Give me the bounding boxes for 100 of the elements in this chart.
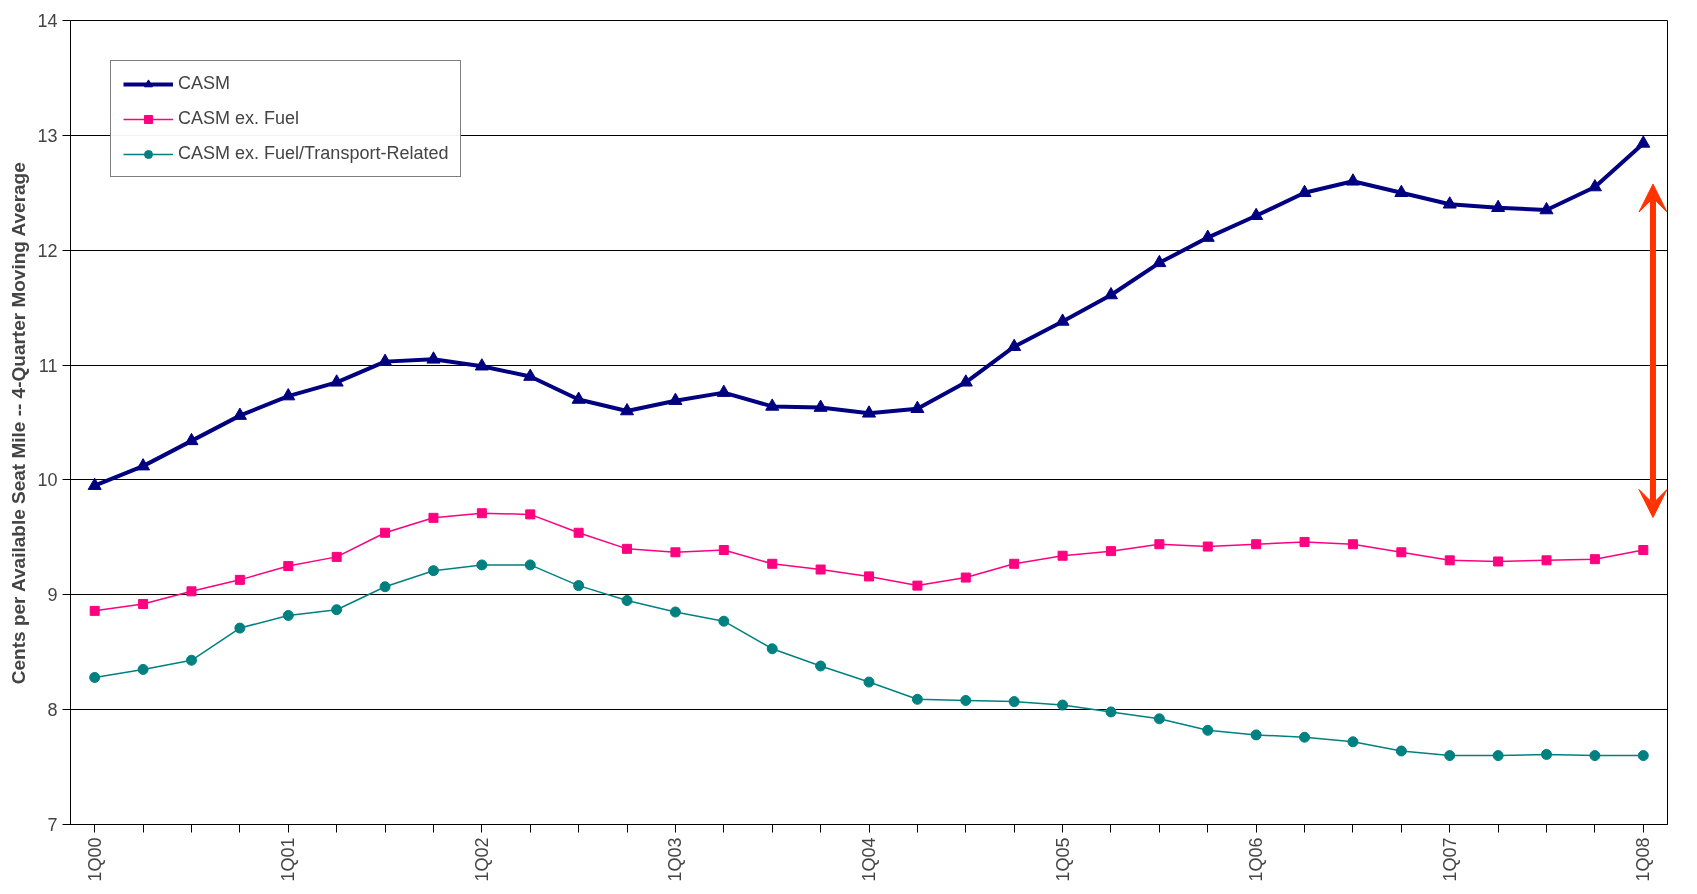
point (1251, 539, 1262, 550)
point (669, 606, 681, 618)
point (1442, 196, 1457, 209)
point (815, 564, 826, 575)
point (1297, 184, 1312, 198)
point (1154, 539, 1165, 550)
point (89, 605, 100, 616)
point (1394, 184, 1409, 198)
point (815, 660, 827, 672)
point (1493, 556, 1504, 567)
point (136, 458, 151, 471)
point (1202, 541, 1213, 552)
point (912, 580, 923, 591)
point (573, 527, 584, 538)
point (525, 509, 536, 520)
x-tick-label: 1Q02 (471, 837, 492, 882)
point (89, 671, 101, 683)
point (1636, 135, 1651, 148)
point (1444, 555, 1455, 566)
x-tick-label: 1Q00 (84, 837, 105, 882)
point (767, 558, 778, 569)
point (380, 527, 391, 538)
point (523, 368, 538, 381)
point (427, 565, 439, 577)
point (1057, 699, 1069, 711)
y-axis-title: Cents per Available Seat Mile -- 4-Quarter Moving Average (8, 162, 30, 685)
point (716, 384, 731, 397)
x-tick-label: 1Q08 (1633, 837, 1654, 882)
point (1396, 547, 1407, 558)
point (1395, 745, 1407, 757)
point (813, 399, 828, 412)
point (1491, 199, 1506, 212)
point (622, 543, 633, 554)
point (524, 559, 536, 571)
y-tick-label: 13 (37, 125, 58, 146)
x-tick-label: 1Q06 (1246, 837, 1267, 882)
point (1299, 536, 1310, 547)
point (476, 508, 487, 519)
point (1347, 539, 1358, 550)
point (864, 571, 874, 582)
legend-label: CASM ex. Fuel (178, 108, 300, 129)
point (1009, 558, 1020, 569)
point (1444, 750, 1456, 762)
point (960, 572, 971, 583)
point (331, 551, 342, 562)
point (862, 405, 876, 418)
point (910, 400, 925, 413)
point (474, 358, 489, 371)
point (1153, 713, 1165, 725)
point (571, 391, 586, 404)
legend-label: CASM ex. Fuel/Transport-Related (178, 143, 449, 164)
point (329, 374, 344, 387)
point (426, 351, 441, 364)
y-tick-label: 9 (47, 585, 58, 606)
point (283, 561, 294, 572)
point (766, 643, 778, 655)
point (1541, 555, 1552, 566)
x-tick-label: 1Q04 (859, 837, 879, 882)
point (1152, 254, 1167, 268)
y-tick-label: 14 (37, 11, 58, 31)
point (428, 512, 439, 523)
point (1250, 729, 1262, 741)
point (1492, 750, 1504, 762)
point (282, 609, 294, 621)
point (668, 392, 683, 405)
point (620, 403, 635, 416)
point (718, 615, 730, 627)
point (331, 604, 343, 616)
point (281, 388, 296, 401)
y-tick-label: 12 (37, 240, 58, 261)
x-tick-label: 1Q07 (1439, 837, 1460, 882)
point (960, 694, 972, 706)
point (863, 676, 875, 688)
point (911, 693, 923, 705)
point (1587, 179, 1602, 192)
point (1105, 706, 1117, 718)
point (765, 398, 780, 411)
point (621, 595, 633, 607)
y-tick-label: 10 (37, 470, 58, 491)
point (1589, 554, 1600, 565)
point (1541, 748, 1553, 760)
point (1008, 696, 1020, 708)
point (1345, 173, 1360, 186)
point (379, 581, 391, 593)
point (1637, 750, 1649, 762)
point (138, 598, 149, 609)
point (573, 580, 585, 592)
y-tick-label: 8 (47, 700, 58, 721)
point (234, 622, 246, 634)
point (476, 559, 488, 571)
point (87, 477, 102, 490)
point (1007, 338, 1022, 351)
legend-label: CASM (178, 73, 231, 94)
x-tick-label: 1Q03 (665, 837, 686, 882)
point (1105, 546, 1116, 557)
y-tick-label: 11 (38, 355, 58, 376)
point (1347, 736, 1359, 748)
point (1057, 550, 1068, 561)
point (1103, 287, 1118, 300)
point (1200, 229, 1215, 242)
